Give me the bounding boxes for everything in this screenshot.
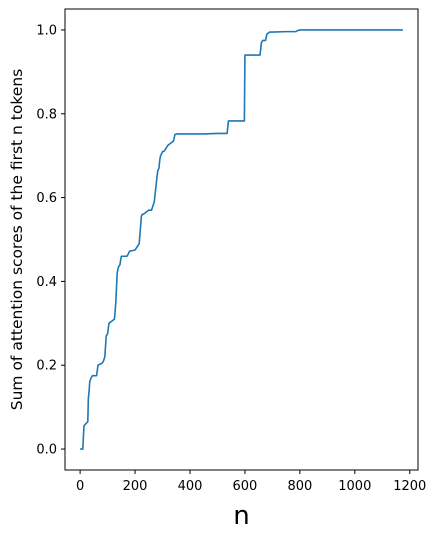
y-tick-label: 0.4 xyxy=(36,275,57,290)
x-tick-label: 600 xyxy=(233,479,258,494)
x-axis-title: n xyxy=(233,501,249,531)
y-tick-label: 1.0 xyxy=(36,23,57,38)
y-tick-label: 0.0 xyxy=(36,443,57,458)
x-tick-label: 200 xyxy=(123,479,148,494)
y-axis-title: Sum of attention scores of the first n t… xyxy=(8,69,26,410)
series-line-0 xyxy=(80,29,403,450)
y-tick-label: 0.8 xyxy=(36,107,57,122)
y-tick-label: 0.2 xyxy=(36,359,57,374)
plot-frame xyxy=(64,8,419,471)
plot-area xyxy=(80,29,403,450)
x-tick-label: 1000 xyxy=(338,479,371,494)
x-tick-label: 400 xyxy=(178,479,203,494)
x-tick-label: 800 xyxy=(287,479,312,494)
y-axis: 0.0 0.2 0.4 0.6 0.8 1.0 xyxy=(36,23,65,458)
x-tick-label: 0 xyxy=(76,479,84,494)
y-tick-label: 0.6 xyxy=(36,191,57,206)
x-tick-label: 1200 xyxy=(393,479,426,494)
x-axis: 0 200 400 600 800 1000 1200 xyxy=(76,470,426,494)
